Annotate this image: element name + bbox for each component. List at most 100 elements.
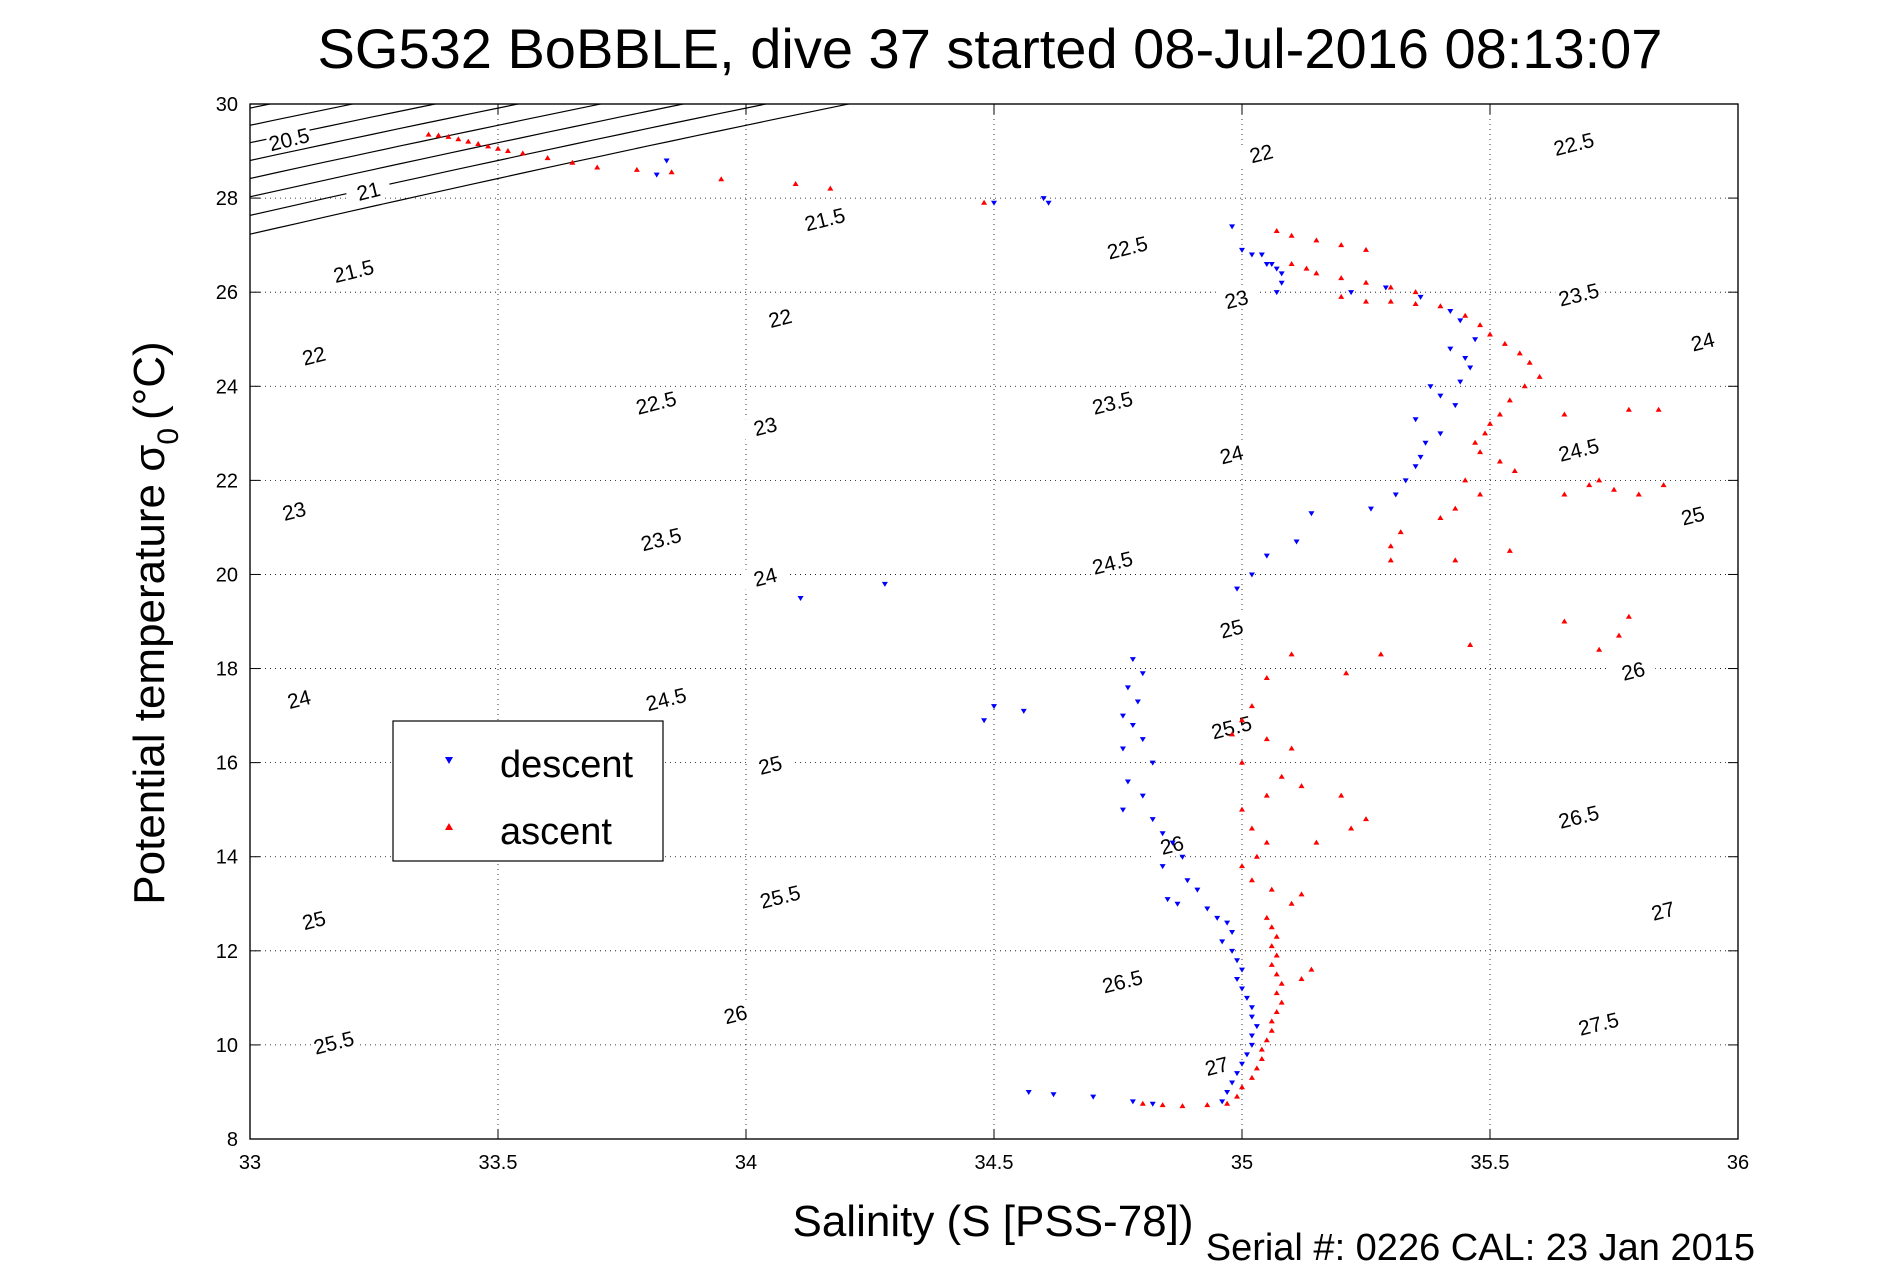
descent-point <box>1457 318 1464 324</box>
descent-point <box>1248 1005 1255 1011</box>
ascent-point <box>1239 806 1245 812</box>
contour-label: 22 <box>1247 140 1275 168</box>
descent-point <box>1382 285 1389 291</box>
ascent-point <box>504 148 511 154</box>
ascent-point <box>1298 976 1305 982</box>
ascent-point <box>1561 491 1568 497</box>
descent-point <box>1090 1094 1097 1100</box>
descent-point <box>1234 1071 1241 1077</box>
ascent-point <box>668 169 675 175</box>
y-axis-label: Potential temperature σ0 (°C) <box>125 341 185 904</box>
descent-point <box>1134 699 1141 705</box>
x-tick-label: 34 <box>735 1152 757 1174</box>
descent-point <box>1239 986 1245 992</box>
ascent-point <box>1561 618 1568 624</box>
contour-label-bg <box>631 386 681 419</box>
ascent-point <box>1258 1056 1265 1062</box>
descent-point <box>1224 1089 1231 1095</box>
contour-label-bg <box>741 560 790 593</box>
ascent-point <box>1477 449 1484 455</box>
footer-serial-cal: Serial #: 0226 CAL: 23 Jan 2015 <box>1206 1227 1755 1262</box>
ascent-point <box>1586 482 1593 488</box>
descent-point <box>1447 346 1454 352</box>
ascent-point <box>1204 1102 1211 1108</box>
ascent-point <box>1288 900 1295 906</box>
ascent-point <box>1278 999 1285 1005</box>
ascent-point <box>1248 703 1255 709</box>
descent-point <box>1020 708 1027 714</box>
ascent-point <box>1387 557 1394 563</box>
descent-point <box>1447 309 1454 314</box>
contour-label: 26 <box>1619 658 1647 686</box>
contour-label-bg <box>741 409 790 442</box>
descent-point <box>1417 294 1424 300</box>
contour-label: 24 <box>1218 441 1247 469</box>
svg-text:Potential temperature σ0(°C): Potential temperature σ0 (°C) <box>125 341 185 904</box>
ascent-point <box>1239 1084 1245 1090</box>
ascent-point <box>1487 331 1493 337</box>
y-axis-label-unit: (°C) <box>125 341 174 420</box>
y-tick-label: 30 <box>216 94 238 116</box>
ascent-point <box>455 136 462 142</box>
ascent-point <box>1338 242 1345 248</box>
descent-point <box>1268 261 1275 267</box>
descent-point <box>1248 252 1255 258</box>
ascent-point <box>1288 651 1295 657</box>
x-tick-label: 33.5 <box>479 1152 518 1174</box>
ascent-point <box>1516 350 1523 356</box>
descent-point <box>1243 1052 1250 1058</box>
descent-point <box>1248 572 1255 578</box>
y-tick-label: 14 <box>216 847 238 869</box>
ascent-point <box>445 133 452 139</box>
x-tick-label: 33 <box>239 1152 261 1174</box>
ascent-point <box>718 176 725 182</box>
ascent-point <box>1506 397 1513 403</box>
ascent-point <box>1596 477 1603 483</box>
ascent-point <box>1268 1027 1275 1033</box>
ascent-point <box>1268 886 1275 892</box>
descent-point <box>1149 760 1156 766</box>
ascent-point <box>1482 430 1489 436</box>
contour-label-bg <box>309 1026 358 1058</box>
descent-point <box>1119 746 1126 752</box>
ascent-point <box>1487 420 1493 426</box>
ascent-point <box>1526 359 1533 365</box>
contour-label-bg <box>289 903 338 936</box>
ascent-point <box>1437 515 1444 520</box>
descent-point <box>1243 995 1250 1001</box>
series-ascent <box>425 131 1667 1109</box>
contour-label-bg <box>1554 433 1603 466</box>
legend-ascent-marker <box>445 823 453 830</box>
contour-label: 23 <box>1223 286 1251 314</box>
ascent-point <box>1521 383 1528 389</box>
contour-label-bg <box>1554 277 1603 310</box>
ascent-point <box>1363 246 1369 252</box>
contour-label: 21 <box>355 178 383 206</box>
ascent-point <box>1258 1046 1265 1052</box>
ascent-point <box>1496 411 1503 417</box>
ascent-point <box>1338 275 1345 281</box>
x-axis-label: Salinity (S [PSS-78]) <box>792 1197 1193 1246</box>
descent-point <box>1392 492 1399 498</box>
ascent-point <box>1412 300 1419 306</box>
contour-label-bg <box>1549 127 1598 160</box>
contour-label: 23 <box>751 413 779 441</box>
descent-point <box>1224 920 1231 926</box>
descent-point <box>1234 958 1241 964</box>
contour-label-bg <box>1207 710 1256 743</box>
y-tick-label: 28 <box>216 188 238 210</box>
descent-point <box>1308 511 1315 517</box>
ascent-point <box>1268 961 1275 967</box>
y-tick-label: 22 <box>216 470 238 492</box>
ascent-point <box>544 155 551 161</box>
contour-label: 25 <box>756 752 784 780</box>
descent-point <box>881 581 888 587</box>
descent-point <box>1025 1089 1032 1095</box>
ascent-point <box>1462 477 1469 483</box>
contour-label-bg <box>1554 800 1603 833</box>
ascent-point <box>519 150 526 156</box>
descent-point <box>1417 454 1424 460</box>
contour-label-bg <box>755 301 805 334</box>
x-tick-label: 36 <box>1727 1152 1749 1174</box>
ascent-point <box>792 180 799 186</box>
